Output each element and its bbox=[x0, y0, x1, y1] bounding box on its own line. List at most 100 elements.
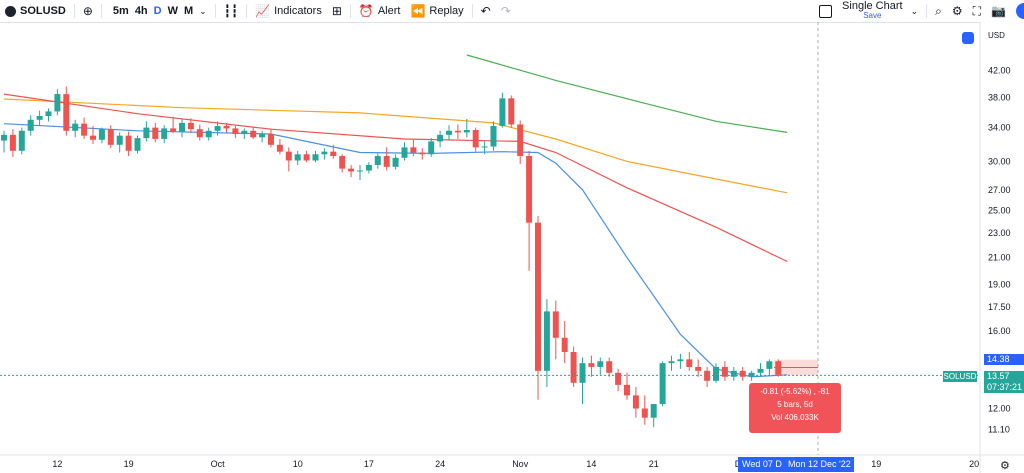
candle bbox=[9, 129, 16, 157]
candle-body bbox=[18, 130, 25, 151]
candle bbox=[170, 116, 177, 134]
gear-icon: ⚙ bbox=[951, 4, 963, 18]
undo-icon: ↶ bbox=[480, 4, 491, 18]
toolbar-divider bbox=[100, 4, 102, 18]
candle-body bbox=[535, 222, 541, 371]
candle bbox=[659, 361, 666, 407]
undo-button[interactable]: ↶ bbox=[476, 0, 496, 22]
solana-logo-icon bbox=[5, 5, 16, 17]
interval-w[interactable]: W bbox=[167, 5, 178, 17]
symbol-search-button[interactable]: SOLUSD bbox=[0, 0, 71, 22]
candle-body bbox=[276, 144, 283, 152]
price-tick-label: 17.50 bbox=[988, 302, 1011, 312]
candle bbox=[276, 138, 283, 155]
candle bbox=[730, 366, 737, 381]
candle bbox=[374, 153, 381, 169]
axis-settings-icon[interactable]: ⚙ bbox=[1000, 460, 1010, 472]
toolbar-divider bbox=[246, 4, 248, 18]
candle-body bbox=[214, 126, 221, 131]
price-tick-label: 19.00 bbox=[988, 280, 1011, 290]
interval-d[interactable]: D bbox=[153, 5, 162, 17]
layout-title: Single Chart bbox=[842, 0, 903, 12]
measure-volume: Vol 406.033K bbox=[771, 413, 819, 422]
chevron-down-icon[interactable]: ⌄ bbox=[910, 5, 919, 16]
indicators-label: Indicators bbox=[274, 5, 322, 17]
publish-button[interactable] bbox=[1011, 0, 1024, 22]
candle bbox=[606, 357, 613, 377]
candle bbox=[383, 147, 390, 171]
candle bbox=[330, 144, 337, 159]
time-tick-label: Oct bbox=[211, 459, 226, 469]
price-chart[interactable]: 42.00 38.00 34.00 30.00 27.00 25.00 23.00 21.00… bbox=[0, 22, 1024, 473]
fullscreen-button[interactable]: ⛶ bbox=[968, 0, 986, 22]
chart-type-button[interactable]: ┇┇ bbox=[219, 0, 243, 22]
layout-name: Single Chart Save bbox=[842, 1, 903, 21]
candle-body bbox=[250, 130, 257, 138]
candle bbox=[428, 138, 435, 157]
candle-body bbox=[686, 359, 693, 367]
moving-average-green bbox=[466, 54, 788, 133]
candle-body bbox=[179, 122, 185, 132]
layout-button[interactable]: Single Chart Save ⌄ bbox=[814, 0, 923, 22]
time-tick-label: 19 bbox=[124, 459, 134, 469]
candle bbox=[98, 127, 105, 144]
moving-average-red bbox=[3, 93, 788, 263]
candle-body bbox=[481, 146, 488, 148]
candle-body bbox=[45, 111, 52, 116]
candle-body bbox=[739, 370, 746, 377]
candle bbox=[508, 95, 515, 128]
time-tick-label: 21 bbox=[649, 459, 659, 469]
chevron-down-icon[interactable]: ⌄ bbox=[199, 5, 207, 16]
candle-body bbox=[241, 130, 248, 135]
candle-body bbox=[463, 130, 470, 133]
candle bbox=[392, 154, 399, 170]
candle-body bbox=[330, 151, 337, 157]
time-tick-label: 14 bbox=[586, 459, 596, 469]
candle-body bbox=[766, 361, 773, 369]
candle bbox=[36, 110, 43, 127]
interval-m[interactable]: M bbox=[184, 5, 194, 17]
candle-body bbox=[143, 127, 150, 139]
candle bbox=[152, 122, 159, 143]
price-tick-label: 12.00 bbox=[988, 404, 1011, 414]
search-icon: ⌕ bbox=[935, 4, 942, 18]
candle bbox=[285, 147, 292, 172]
price-axis[interactable]: 42.00 38.00 34.00 30.00 27.00 25.00 23.00 21.00… bbox=[988, 66, 1011, 435]
candle bbox=[748, 370, 755, 381]
candle-body bbox=[90, 135, 96, 140]
price-tick-label: 11.10 bbox=[988, 425, 1010, 435]
price-tick-label: 30.00 bbox=[988, 156, 1011, 166]
candle bbox=[454, 124, 461, 139]
templates-button[interactable]: ⊞ bbox=[327, 0, 347, 22]
interval-4h[interactable]: 4h bbox=[134, 5, 148, 17]
candle-body bbox=[312, 154, 319, 161]
candle bbox=[63, 86, 70, 136]
camera-icon: 📷 bbox=[991, 4, 1006, 18]
candle bbox=[517, 120, 524, 165]
auto-scale-button[interactable] bbox=[962, 32, 974, 44]
search-button[interactable]: ⌕ bbox=[930, 0, 947, 22]
indicators-button[interactable]: 📈 Indicators bbox=[250, 0, 327, 22]
time-tick-label: Nov bbox=[512, 459, 529, 469]
candle-body bbox=[72, 123, 79, 131]
candle-body bbox=[517, 124, 524, 157]
settings-button[interactable]: ⚙ bbox=[947, 0, 968, 22]
highlight-price-badge: 14.38 bbox=[984, 354, 1024, 365]
countdown-badge: 07:37:21 bbox=[984, 382, 1024, 393]
measure-overlay bbox=[0, 22, 980, 455]
currency-label[interactable]: USD bbox=[988, 31, 1005, 40]
alert-button[interactable]: ⏰ Alert bbox=[354, 0, 406, 22]
redo-button[interactable]: ↷ bbox=[496, 0, 516, 22]
candle-body bbox=[588, 363, 595, 367]
candle-body bbox=[526, 156, 533, 223]
snapshot-button[interactable]: 📷 bbox=[986, 0, 1011, 22]
candle-body bbox=[419, 152, 426, 155]
price-tick-label: 38.00 bbox=[988, 93, 1011, 103]
candle-body bbox=[632, 395, 639, 409]
candle bbox=[214, 121, 221, 136]
candle bbox=[410, 138, 417, 157]
interval-5m[interactable]: 5m bbox=[112, 5, 129, 17]
compare-button[interactable]: ⊕ bbox=[78, 0, 98, 22]
replay-button[interactable]: ⏪ Replay bbox=[405, 0, 468, 22]
time-tick-label: 17 bbox=[364, 459, 374, 469]
